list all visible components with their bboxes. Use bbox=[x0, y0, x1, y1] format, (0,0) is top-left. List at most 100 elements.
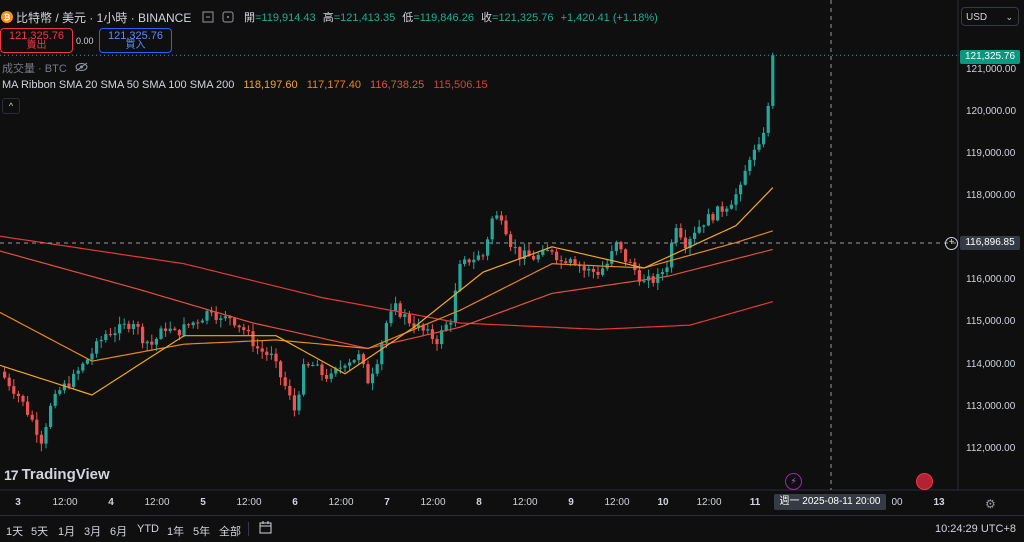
calendar-goto-icon[interactable] bbox=[259, 521, 273, 537]
candle-body bbox=[49, 405, 53, 427]
range-1d[interactable]: 1天 bbox=[6, 526, 24, 538]
candle-body bbox=[205, 311, 209, 321]
candle-body bbox=[421, 324, 425, 331]
candle-body bbox=[191, 322, 195, 326]
candle-body bbox=[660, 272, 664, 275]
candle-body bbox=[536, 254, 540, 260]
range-ytd[interactable]: YTD bbox=[137, 523, 159, 535]
range-1m[interactable]: 1月 bbox=[58, 526, 76, 538]
x-tick: 9 bbox=[568, 497, 574, 508]
candle-body bbox=[283, 377, 287, 386]
symbol-title[interactable]: 比特幣 / 美元 · 1小時 · BINANCE bbox=[16, 10, 192, 25]
sell-button[interactable]: 121,325.76 賣出 bbox=[0, 28, 73, 53]
candle-body bbox=[21, 395, 25, 402]
candle-body bbox=[187, 324, 191, 326]
candle-body bbox=[716, 206, 720, 221]
candle-body bbox=[683, 237, 687, 249]
candle-body bbox=[127, 323, 131, 329]
range-all[interactable]: 全部 bbox=[219, 526, 241, 538]
x-tick: 5 bbox=[200, 497, 206, 508]
volume-indicator-row[interactable]: 成交量 · BTC bbox=[2, 60, 88, 76]
candle-body bbox=[297, 394, 301, 411]
candle-body bbox=[403, 314, 407, 317]
tradingview-logo[interactable]: 17 TradingView bbox=[4, 466, 110, 483]
bottom-toolbar: 1天 5天 1月 3月 6月 YTD 1年 5年 全部 10:24:29 UTC… bbox=[0, 515, 1024, 542]
x-tick: 12:00 bbox=[512, 497, 538, 508]
candle-body bbox=[131, 324, 135, 329]
more-options-icon[interactable] bbox=[221, 10, 235, 24]
candle-body bbox=[279, 361, 283, 378]
candle-body bbox=[177, 329, 181, 336]
sma100-line bbox=[0, 248, 773, 350]
y-tick: 116,000.00 bbox=[966, 274, 1016, 285]
candle-body bbox=[550, 250, 554, 252]
add-alert-plus-icon[interactable]: + bbox=[945, 237, 958, 250]
candle-body bbox=[99, 339, 103, 342]
candle-body bbox=[196, 322, 200, 324]
clock-readout[interactable]: 10:24:29 UTC+8 bbox=[934, 523, 1016, 535]
candle-body bbox=[518, 247, 522, 259]
candle-body bbox=[513, 247, 517, 249]
candle-body bbox=[504, 220, 508, 235]
candle-body bbox=[44, 426, 48, 444]
candle-body bbox=[58, 390, 62, 394]
candle-body bbox=[113, 333, 117, 336]
candle-body bbox=[573, 259, 577, 265]
range-1y[interactable]: 1年 bbox=[167, 526, 185, 538]
range-5y[interactable]: 5年 bbox=[193, 526, 211, 538]
candle-body bbox=[26, 401, 30, 415]
symbol-header[interactable]: ₿ 比特幣 / 美元 · 1小時 · BINANCE bbox=[0, 8, 235, 26]
candle-body bbox=[16, 393, 20, 396]
x-tick: 12:00 bbox=[236, 497, 262, 508]
candle-body bbox=[274, 353, 278, 362]
candle-body bbox=[389, 311, 393, 324]
range-3m[interactable]: 3月 bbox=[84, 526, 102, 538]
x-tick: 12:00 bbox=[52, 497, 78, 508]
range-5d[interactable]: 5天 bbox=[31, 526, 49, 538]
candle-body bbox=[637, 270, 641, 282]
candle-body bbox=[463, 259, 467, 264]
candle-body bbox=[407, 314, 411, 324]
lightning-event-icon[interactable]: ⚡ bbox=[785, 473, 802, 490]
candle-body bbox=[453, 290, 457, 323]
candle-body bbox=[481, 255, 485, 257]
volume-label: 成交量 · BTC bbox=[2, 63, 67, 75]
buy-button[interactable]: 121,325.76 買入 bbox=[99, 28, 172, 53]
candle-body bbox=[628, 261, 632, 263]
sma200-value: 115,506.15 bbox=[433, 79, 488, 91]
sma20-line bbox=[0, 187, 774, 396]
candle-body bbox=[90, 353, 94, 360]
candle-body bbox=[159, 328, 163, 339]
collapse-legend-button[interactable]: ^ bbox=[2, 98, 20, 114]
eye-hidden-icon[interactable] bbox=[75, 62, 88, 75]
candle-body bbox=[651, 276, 655, 283]
candle-body bbox=[568, 259, 572, 263]
x-tick: 12:00 bbox=[144, 497, 170, 508]
candle-body bbox=[467, 259, 471, 263]
range-6m[interactable]: 6月 bbox=[110, 526, 128, 538]
candle-body bbox=[522, 250, 526, 259]
candle-body bbox=[164, 328, 168, 332]
us-flag-event-icon[interactable] bbox=[916, 473, 933, 490]
y-tick: 114,000.00 bbox=[966, 359, 1016, 370]
sma20-value: 118,197.60 bbox=[243, 79, 298, 91]
candle-body bbox=[739, 184, 743, 195]
candle-body bbox=[67, 383, 71, 387]
settings-gear-icon[interactable]: ⚙ bbox=[985, 497, 996, 511]
candle-body bbox=[104, 334, 108, 340]
candle-body bbox=[311, 365, 315, 367]
x-tick: 12:00 bbox=[328, 497, 354, 508]
candle-body bbox=[246, 330, 250, 332]
candle-body bbox=[228, 316, 232, 319]
candle-body bbox=[693, 232, 697, 239]
currency-selector[interactable]: USD ⌄ bbox=[961, 7, 1019, 26]
candle-body bbox=[555, 251, 559, 261]
compare-icon[interactable] bbox=[201, 10, 215, 24]
crosshair-price-label: 116,896.85 bbox=[960, 236, 1020, 250]
candle-body bbox=[591, 268, 595, 272]
candle-body bbox=[734, 194, 738, 205]
candle-body bbox=[210, 311, 214, 313]
ma-ribbon-legend[interactable]: MA Ribbon SMA 20 SMA 50 SMA 100 SMA 200 … bbox=[2, 79, 488, 91]
x-tick: 10 bbox=[657, 497, 669, 508]
